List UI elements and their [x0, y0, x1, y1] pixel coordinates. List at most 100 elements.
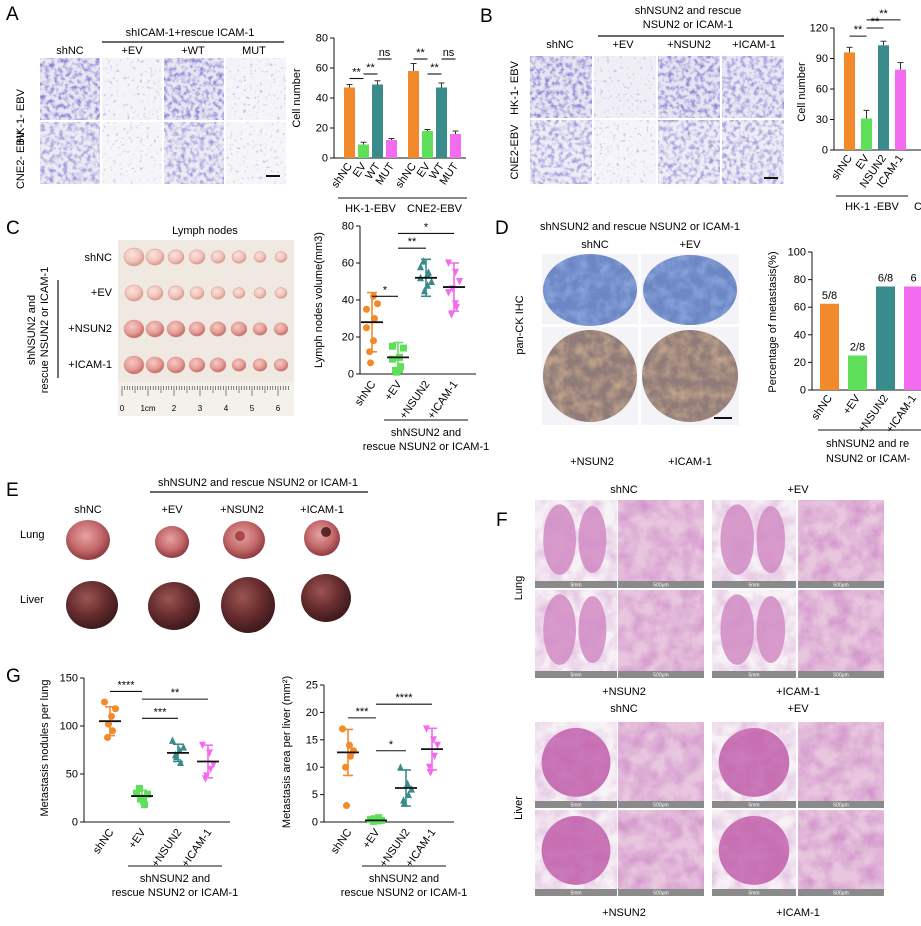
lymph-node: [145, 248, 165, 266]
panel-c-row-1: +EV: [91, 287, 113, 299]
lung-specimen: [66, 520, 110, 560]
panel-d-bottom-0: +NSUN2: [570, 456, 614, 468]
significance-label: **: [854, 24, 863, 36]
lung-specimen: [223, 521, 265, 559]
x-tick-label: shNC: [91, 827, 117, 856]
ruler-label: 4: [224, 404, 229, 413]
group-label: HK-1 -EBV: [845, 201, 899, 213]
data-point: [389, 355, 396, 363]
tissue-texture: [798, 500, 884, 588]
y-tick-label: 10: [306, 762, 318, 774]
data-point: [397, 763, 404, 771]
group-label: C: [914, 201, 921, 213]
lymph-node: [145, 356, 165, 374]
scale-label: 500μm: [653, 673, 668, 679]
x-tick-label: +EV: [127, 826, 149, 851]
scale-bar-strip: [535, 801, 617, 808]
data-point: [137, 794, 144, 802]
y-tick-label: 50: [66, 769, 78, 781]
x-group-label: shNSUN2 and: [391, 427, 461, 439]
micrograph-stain: [226, 58, 286, 120]
lymph-node: [188, 249, 206, 265]
data-point: [108, 712, 115, 720]
tissue-texture: [712, 722, 796, 808]
scale-bar-strip: [618, 889, 704, 896]
micrograph-stain: [722, 120, 784, 184]
scale-label: 5mm: [570, 673, 581, 679]
group-label: CNE2-EBV: [407, 203, 463, 215]
lymph-node: [274, 251, 288, 263]
y-tick-label: 80: [342, 221, 354, 233]
panel-d-bottom-1: +ICAM-1: [668, 456, 712, 468]
panel-a-col-3: MUT: [242, 45, 266, 57]
panel-f-liver-top-0: shNC: [610, 703, 638, 715]
panel-e-col-1: +EV: [161, 504, 183, 516]
data-point: [370, 337, 377, 345]
scale-bar-strip: [618, 671, 704, 678]
significance-label: ns: [443, 47, 455, 59]
y-axis-title: Metastasis area per liver (mm²): [281, 676, 293, 828]
lymph-node: [188, 357, 206, 373]
panel-a: A shICAM-1+rescue ICAM-1 shNC +EV +WT MU…: [6, 4, 286, 189]
x-tick-label: shNC: [809, 393, 835, 422]
panel-d-header: shNSUN2 and rescue NSUN2 or ICAM-1: [540, 221, 740, 233]
y-tick-label: 60: [316, 63, 328, 75]
data-point: [367, 359, 374, 367]
data-point: [427, 769, 434, 777]
ruler-label: 6: [276, 404, 281, 413]
micrograph-stain: [164, 58, 224, 120]
he-micrographs: 5mm 500μm 5mm 500μm 5mm 500μm 5mm 500μm 5mm 500μm…: [535, 500, 884, 897]
scale-bar-strip: [535, 671, 617, 678]
panel-c-row-3: +ICAM-1: [68, 359, 112, 371]
micrograph-stain: [594, 56, 656, 118]
data-label: 2/8: [850, 342, 865, 354]
x-tick-label: +EV: [361, 826, 383, 851]
bar: [844, 52, 855, 150]
panel-b-row-1: CNE2-EBV: [509, 124, 521, 180]
lymph-node: [273, 358, 289, 372]
scale-label: 500μm: [833, 673, 848, 679]
y-tick-label: 60: [816, 84, 828, 96]
panel-f-lung-bottom-1: +ICAM-1: [776, 686, 820, 698]
x-tick-label: +EV: [383, 378, 405, 403]
data-point: [423, 725, 430, 733]
x-group-label: NSUN2 or ICAM-: [826, 453, 911, 465]
x-group-label: shNSUN2 and: [140, 873, 210, 885]
tissue-texture: [712, 810, 796, 896]
micrograph-stain: [530, 120, 592, 184]
organ-photos: [66, 520, 351, 633]
ruler-label: 3: [198, 404, 203, 413]
bar: [820, 303, 839, 390]
bar: [344, 87, 355, 158]
panel-c: C Lymph nodes 0 1cm 2 3 4 5 6 shNC +EV +NSUN2 …: [6, 218, 294, 416]
ruler: [118, 382, 294, 416]
tissue-texture: [535, 810, 617, 896]
panel-b-row-0: HK-1- EBV: [509, 60, 521, 114]
bar: [436, 87, 447, 158]
panel-c-row-2: +NSUN2: [68, 323, 112, 335]
ihc-section-texture: [543, 330, 637, 422]
ruler-label: 1cm: [140, 404, 155, 413]
scale-label: 500μm: [833, 891, 848, 897]
panel-b-col-3: +ICAM-1: [732, 39, 776, 51]
data-point: [141, 801, 148, 809]
y-tick-label: 0: [72, 817, 78, 829]
panel-f-liver-bottom-1: +ICAM-1: [776, 907, 820, 919]
significance-label: *: [389, 739, 394, 751]
lymph-node: [145, 320, 165, 338]
micrograph-stain: [594, 120, 656, 184]
scale-bar-strip: [798, 671, 884, 678]
significance-label: **: [416, 47, 425, 59]
y-tick-label: 0: [822, 145, 828, 157]
ruler-label: 2: [172, 404, 177, 413]
panel-f-lung-top-1: +EV: [787, 484, 809, 496]
panel-b: B shNSUN2 and rescue NSUN2 or ICAM-1 shN…: [480, 5, 784, 184]
scale-bar-strip: [712, 671, 796, 678]
scale-label: 500μm: [653, 803, 668, 809]
significance-label: **: [171, 687, 180, 699]
lymph-node: [231, 250, 247, 264]
micrograph-stain: [658, 120, 720, 184]
panel-label-e: E: [6, 480, 19, 501]
data-point: [169, 736, 176, 744]
